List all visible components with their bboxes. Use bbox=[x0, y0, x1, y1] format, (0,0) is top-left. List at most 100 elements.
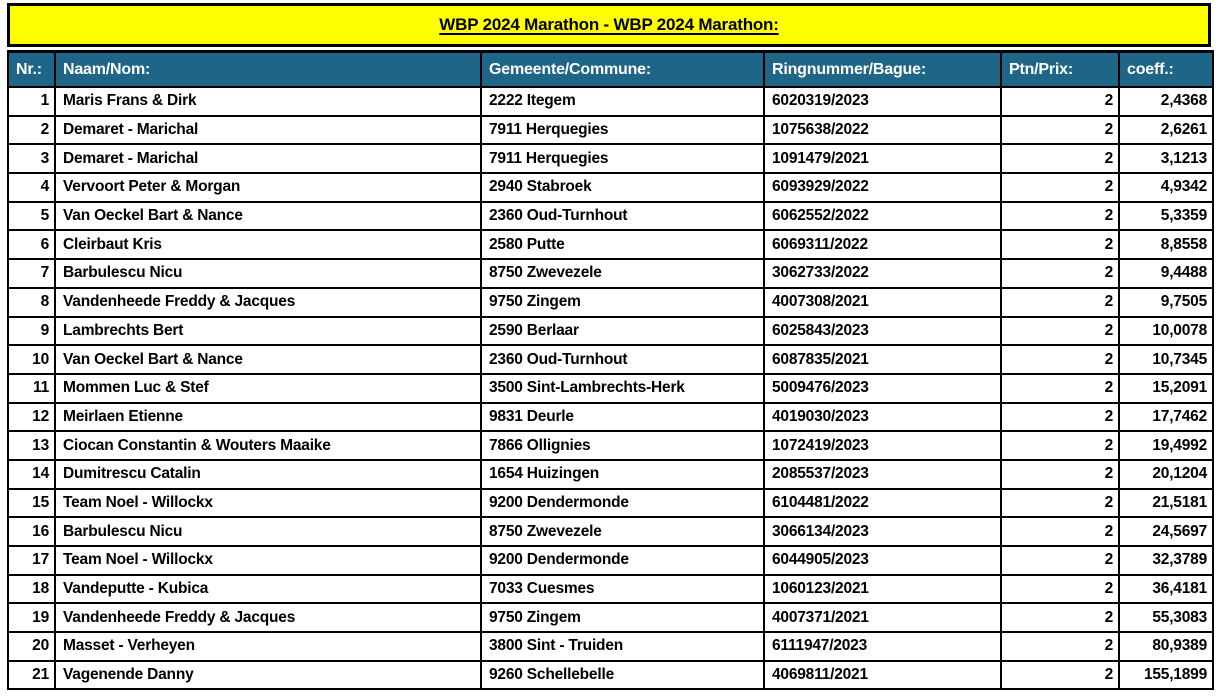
cell-gemeente: 9200 Dendermonde bbox=[480, 487, 765, 519]
cell-ringnummer: 1060123/2021 bbox=[763, 573, 1002, 605]
cell-ringnummer: 2085537/2023 bbox=[763, 458, 1002, 490]
cell-gemeente: 8750 Zwevezele bbox=[480, 258, 765, 289]
cell-ringnummer: 6062552/2022 bbox=[763, 200, 1002, 232]
cell-ptn: 2 bbox=[1000, 516, 1120, 547]
cell-naam: Vandeputte - Kubica bbox=[54, 573, 482, 605]
cell-nr: 14 bbox=[7, 458, 56, 490]
cell-coeff: 80,9389 bbox=[1118, 631, 1214, 662]
cell-gemeente: 9750 Zingem bbox=[480, 602, 765, 634]
cell-nr: 10 bbox=[7, 344, 56, 375]
cell-gemeente: 3500 Sint-Lambrechts-Herk bbox=[480, 372, 765, 404]
cell-coeff: 21,5181 bbox=[1118, 487, 1214, 519]
table-row: 9 Lambrechts Bert 2590 Berlaar 6025843/2… bbox=[7, 315, 1214, 347]
table-row: 20 Masset - Verheyen 3800 Sint - Truiden… bbox=[7, 631, 1214, 662]
cell-ringnummer: 1091479/2021 bbox=[763, 143, 1002, 175]
cell-naam: Vervoort Peter & Morgan bbox=[54, 172, 482, 203]
cell-ringnummer: 3066134/2023 bbox=[763, 516, 1002, 547]
cell-gemeente: 3800 Sint - Truiden bbox=[480, 631, 765, 662]
cell-ringnummer: 6111947/2023 bbox=[763, 631, 1002, 662]
table-row: 7 Barbulescu Nicu 8750 Zwevezele 3062733… bbox=[7, 258, 1214, 289]
cell-coeff: 19,4992 bbox=[1118, 430, 1214, 461]
cell-gemeente: 7033 Cuesmes bbox=[480, 573, 765, 605]
cell-coeff: 4,9342 bbox=[1118, 172, 1214, 203]
cell-gemeente: 7911 Herquegies bbox=[480, 143, 765, 175]
cell-ptn: 2 bbox=[1000, 315, 1120, 347]
cell-nr: 12 bbox=[7, 401, 56, 433]
cell-naam: Masset - Verheyen bbox=[54, 631, 482, 662]
cell-ringnummer: 5009476/2023 bbox=[763, 372, 1002, 404]
results-table-header: Nr.: Naam/Nom: Gemeente/Commune: Ringnum… bbox=[7, 50, 1214, 88]
column-header-naam: Naam/Nom: bbox=[54, 50, 482, 88]
cell-nr: 16 bbox=[7, 516, 56, 547]
cell-gemeente: 9750 Zingem bbox=[480, 286, 765, 318]
cell-nr: 17 bbox=[7, 545, 56, 576]
cell-naam: Cleirbaut Kris bbox=[54, 229, 482, 261]
cell-nr: 8 bbox=[7, 286, 56, 318]
results-tbody: 1 Maris Frans & Dirk 2222 Itegem 6020319… bbox=[7, 86, 1214, 691]
cell-gemeente: 2940 Stabroek bbox=[480, 172, 765, 203]
cell-nr: 2 bbox=[7, 114, 56, 146]
cell-ringnummer: 6093929/2022 bbox=[763, 172, 1002, 203]
cell-ptn: 2 bbox=[1000, 143, 1120, 175]
cell-gemeente: 2590 Berlaar bbox=[480, 315, 765, 347]
cell-naam: Lambrechts Bert bbox=[54, 315, 482, 347]
table-row: 13 Ciocan Constantin & Wouters Maaike 78… bbox=[7, 430, 1214, 461]
cell-coeff: 9,4488 bbox=[1118, 258, 1214, 289]
cell-naam: Barbulescu Nicu bbox=[54, 516, 482, 547]
cell-ringnummer: 4007308/2021 bbox=[763, 286, 1002, 318]
cell-ptn: 2 bbox=[1000, 258, 1120, 289]
cell-nr: 18 bbox=[7, 573, 56, 605]
page-title: WBP 2024 Marathon - WBP 2024 Marathon: bbox=[439, 15, 779, 34]
table-row: 21 Vagenende Danny 9260 Schellebelle 406… bbox=[7, 659, 1214, 691]
cell-ringnummer: 1075638/2022 bbox=[763, 114, 1002, 146]
cell-gemeente: 7911 Herquegies bbox=[480, 114, 765, 146]
cell-naam: Vagenende Danny bbox=[54, 659, 482, 691]
cell-ptn: 2 bbox=[1000, 545, 1120, 576]
cell-ringnummer: 1072419/2023 bbox=[763, 430, 1002, 461]
cell-nr: 15 bbox=[7, 487, 56, 519]
cell-ptn: 2 bbox=[1000, 487, 1120, 519]
cell-coeff: 5,3359 bbox=[1118, 200, 1214, 232]
cell-coeff: 2,4368 bbox=[1118, 86, 1214, 117]
table-row: 5 Van Oeckel Bart & Nance 2360 Oud-Turnh… bbox=[7, 200, 1214, 232]
table-row: 3 Demaret - Marichal 7911 Herquegies 109… bbox=[7, 143, 1214, 175]
cell-nr: 1 bbox=[7, 86, 56, 117]
cell-nr: 9 bbox=[7, 315, 56, 347]
cell-gemeente: 1654 Huizingen bbox=[480, 458, 765, 490]
cell-nr: 21 bbox=[7, 659, 56, 691]
cell-gemeente: 2360 Oud-Turnhout bbox=[480, 200, 765, 232]
cell-coeff: 20,1204 bbox=[1118, 458, 1214, 490]
cell-ptn: 2 bbox=[1000, 659, 1120, 691]
table-row: 18 Vandeputte - Kubica 7033 Cuesmes 1060… bbox=[7, 573, 1214, 605]
cell-nr: 11 bbox=[7, 372, 56, 404]
cell-gemeente: 2580 Putte bbox=[480, 229, 765, 261]
cell-coeff: 24,5697 bbox=[1118, 516, 1214, 547]
cell-ringnummer: 6069311/2022 bbox=[763, 229, 1002, 261]
cell-gemeente: 7866 Ollignies bbox=[480, 430, 765, 461]
cell-ptn: 2 bbox=[1000, 286, 1120, 318]
cell-coeff: 155,1899 bbox=[1118, 659, 1214, 691]
table-row: 4 Vervoort Peter & Morgan 2940 Stabroek … bbox=[7, 172, 1214, 203]
cell-nr: 5 bbox=[7, 200, 56, 232]
cell-nr: 20 bbox=[7, 631, 56, 662]
cell-nr: 6 bbox=[7, 229, 56, 261]
cell-naam: Team Noel - Willockx bbox=[54, 545, 482, 576]
cell-naam: Vandenheede Freddy & Jacques bbox=[54, 286, 482, 318]
cell-ptn: 2 bbox=[1000, 229, 1120, 261]
table-row: 19 Vandenheede Freddy & Jacques 9750 Zin… bbox=[7, 602, 1214, 634]
cell-ptn: 2 bbox=[1000, 372, 1120, 404]
table-row: 17 Team Noel - Willockx 9200 Dendermonde… bbox=[7, 545, 1214, 576]
cell-coeff: 2,6261 bbox=[1118, 114, 1214, 146]
cell-ptn: 2 bbox=[1000, 430, 1120, 461]
column-header-ptn: Ptn/Prix: bbox=[1000, 50, 1120, 88]
table-row: 11 Mommen Luc & Stef 3500 Sint-Lambrecht… bbox=[7, 372, 1214, 404]
cell-ringnummer: 6020319/2023 bbox=[763, 86, 1002, 117]
cell-gemeente: 2360 Oud-Turnhout bbox=[480, 344, 765, 375]
table-row: 16 Barbulescu Nicu 8750 Zwevezele 306613… bbox=[7, 516, 1214, 547]
cell-naam: Demaret - Marichal bbox=[54, 114, 482, 146]
cell-ringnummer: 6087835/2021 bbox=[763, 344, 1002, 375]
cell-naam: Vandenheede Freddy & Jacques bbox=[54, 602, 482, 634]
cell-naam: Team Noel - Willockx bbox=[54, 487, 482, 519]
cell-coeff: 8,8558 bbox=[1118, 229, 1214, 261]
results-table: Nr.: Naam/Nom: Gemeente/Commune: Ringnum… bbox=[7, 50, 1214, 691]
